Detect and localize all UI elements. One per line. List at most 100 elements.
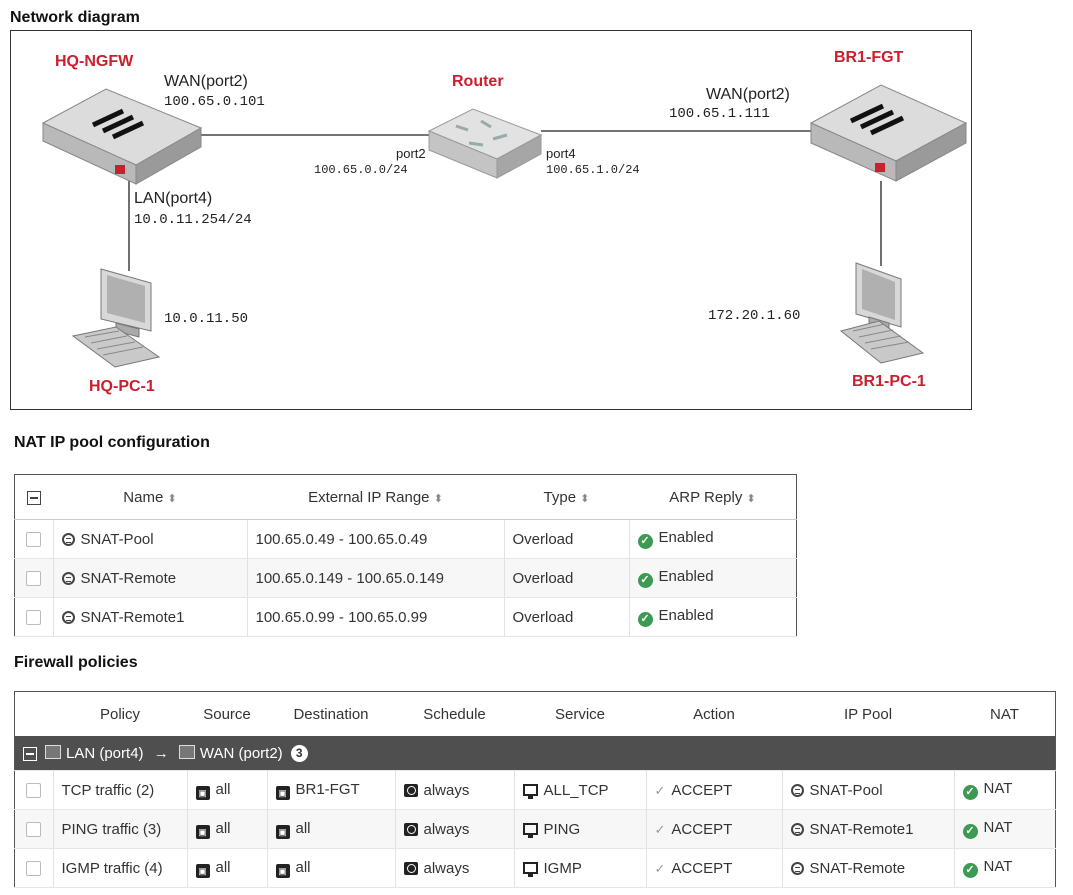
- pool-range: 100.65.0.149 - 100.65.0.149: [247, 558, 505, 598]
- address-icon: ▣: [275, 824, 290, 839]
- collapse-icon[interactable]: [27, 490, 41, 505]
- address-icon: ▣: [275, 785, 290, 800]
- policy-source: all: [215, 819, 231, 837]
- hq-lan-ip: 10.0.11.254/24: [134, 212, 252, 228]
- col-header-nat[interactable]: NAT: [954, 691, 1056, 736]
- row-checkbox[interactable]: [26, 861, 42, 877]
- policy-source: all: [215, 780, 231, 798]
- table-row[interactable]: SNAT-Pool 100.65.0.49 - 100.65.0.49 Over…: [14, 519, 797, 559]
- policy-group-header[interactable]: LAN (port4) → WAN (port2) 3: [14, 736, 1056, 771]
- col-header-ip-pool[interactable]: IP Pool: [782, 691, 954, 736]
- schedule-icon: [403, 783, 418, 797]
- table-row[interactable]: PING traffic (3) ▣ all ▣ all always PING ✓…: [14, 809, 1056, 849]
- diagram-drawing: [41, 84, 968, 368]
- policy-nat: NAT: [983, 819, 1013, 836]
- table-row[interactable]: SNAT-Remote1 100.65.0.99 - 100.65.0.99 O…: [14, 597, 797, 637]
- check-circle-icon: ✓: [962, 863, 978, 878]
- table-row[interactable]: IGMP traffic (4) ▣ all ▣ all always IGMP ✓…: [14, 848, 1056, 888]
- row-checkbox[interactable]: [26, 822, 42, 838]
- check-circle-icon: ✓: [637, 612, 653, 627]
- col-header-source[interactable]: Source: [187, 691, 267, 736]
- check-circle-icon: ✓: [637, 534, 653, 549]
- policy-service: IGMP: [543, 859, 582, 877]
- address-icon: ▣: [195, 824, 210, 839]
- col-header-arp[interactable]: ARP Reply ⬍: [629, 474, 797, 520]
- col-header-range[interactable]: External IP Range ⬍: [247, 474, 504, 520]
- pool-arp: Enabled: [658, 568, 714, 585]
- sort-icon[interactable]: ⬍: [746, 492, 756, 505]
- col-header-schedule[interactable]: Schedule: [395, 691, 514, 736]
- sort-icon[interactable]: ⬍: [433, 492, 443, 505]
- policy-service: ALL_TCP: [543, 781, 609, 799]
- hq-wan-port-label: WAN(port2): [164, 73, 248, 90]
- address-icon: ▣: [275, 863, 290, 878]
- router-port4-label: port4: [546, 146, 576, 161]
- row-checkbox[interactable]: [26, 783, 42, 799]
- br-firewall-label: BR1-FGT: [834, 49, 904, 66]
- hq-pc-ip: 10.0.11.50: [164, 311, 249, 327]
- ip-pool-icon: [61, 610, 75, 624]
- ip-pool-icon: [61, 532, 75, 546]
- ip-pool-icon: [790, 822, 804, 836]
- policy-action: ACCEPT: [671, 781, 733, 799]
- pool-name: SNAT-Remote: [80, 569, 177, 587]
- policy-action: ACCEPT: [671, 859, 733, 877]
- pool-type: Overload: [504, 519, 630, 559]
- router-port2-label: port2: [396, 146, 426, 161]
- network-diagram: HQ-NGFW WAN(port2) 100.65.0.101 Router p…: [10, 30, 972, 410]
- br-wan-port-label: WAN(port2): [706, 86, 790, 103]
- interface-icon: [178, 744, 195, 759]
- table-row[interactable]: TCP traffic (2) ▣ all ▣ BR1-FGT always ALL…: [14, 770, 1056, 810]
- policy-action: ACCEPT: [671, 820, 733, 838]
- policy-name: TCP traffic (2): [53, 770, 188, 810]
- col-header-service[interactable]: Service: [514, 691, 646, 736]
- br-firewall-icon: [809, 84, 968, 182]
- br-pc-label: BR1-PC-1: [852, 373, 926, 390]
- hq-pc-icon: [71, 268, 161, 368]
- col-header-policy[interactable]: Policy: [53, 691, 187, 736]
- col-header-type[interactable]: Type ⬍: [504, 474, 629, 520]
- pool-arp: Enabled: [658, 529, 714, 546]
- br-wan-ip: 100.65.1.111: [669, 106, 770, 122]
- hq-firewall-icon: [41, 88, 203, 185]
- pool-arp: Enabled: [658, 607, 714, 624]
- policy-section-title: Firewall policies: [14, 654, 138, 671]
- firewall-policy-table: Policy Source Destination Schedule Servi…: [14, 691, 1056, 888]
- router-port2-subnet: 100.65.0.0/24: [314, 163, 408, 177]
- pool-type: Overload: [504, 558, 630, 598]
- policy-schedule: always: [423, 781, 470, 799]
- router-label: Router: [452, 73, 504, 90]
- col-header-name[interactable]: Name ⬍: [53, 474, 247, 520]
- service-icon: [522, 822, 538, 838]
- policy-destination: all: [295, 858, 311, 876]
- collapse-icon[interactable]: [23, 746, 37, 761]
- sort-icon[interactable]: ⬍: [580, 492, 590, 505]
- group-from: LAN (port4): [66, 744, 144, 762]
- policy-name: PING traffic (3): [53, 809, 188, 849]
- policy-ip-pool: SNAT-Remote1: [809, 820, 914, 838]
- row-checkbox[interactable]: [26, 532, 42, 548]
- pool-range: 100.65.0.99 - 100.65.0.99: [247, 597, 505, 637]
- policy-schedule: always: [423, 859, 470, 877]
- col-header-destination[interactable]: Destination: [267, 691, 395, 736]
- col-header-action[interactable]: Action: [646, 691, 782, 736]
- policy-destination: all: [295, 819, 311, 837]
- row-checkbox[interactable]: [26, 571, 42, 587]
- policy-ip-pool: SNAT-Remote: [809, 859, 906, 877]
- service-icon: [522, 861, 538, 877]
- accept-check-icon: ✓: [654, 782, 666, 798]
- ip-pool-icon: [790, 861, 804, 875]
- policy-nat: NAT: [983, 858, 1013, 875]
- pool-name: SNAT-Remote1: [80, 608, 185, 626]
- br-pc-icon: [839, 262, 925, 364]
- table-row[interactable]: SNAT-Remote 100.65.0.149 - 100.65.0.149 …: [14, 558, 797, 598]
- pool-type: Overload: [504, 597, 630, 637]
- sort-icon[interactable]: ⬍: [167, 492, 177, 505]
- row-checkbox[interactable]: [26, 610, 42, 626]
- policy-nat: NAT: [983, 780, 1013, 797]
- check-circle-icon: ✓: [962, 785, 978, 800]
- policy-schedule: always: [423, 820, 470, 838]
- pool-section-title: NAT IP pool configuration: [14, 434, 210, 451]
- hq-pc-label: HQ-PC-1: [89, 378, 155, 395]
- arrow-right-icon: →: [153, 744, 169, 762]
